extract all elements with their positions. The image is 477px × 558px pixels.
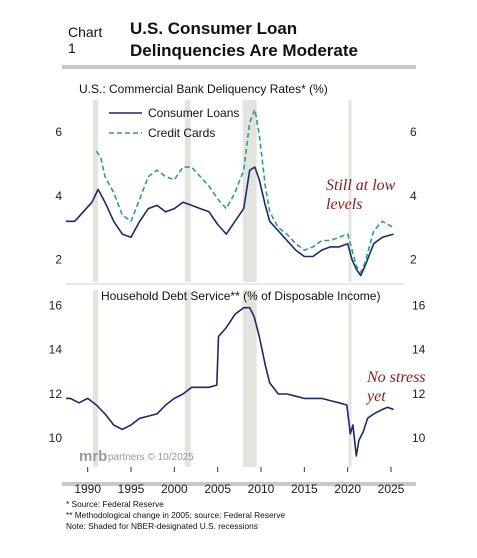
y-tick-right-1-16: 16 [412, 298, 426, 312]
footnote-method: ** Methodological change in 2005; source… [66, 510, 286, 520]
y-tick-left-1-10: 10 [49, 431, 63, 445]
recession-bar-0-1 [184, 100, 191, 282]
y-tick-right-0-4: 4 [410, 189, 417, 203]
footer-rule [62, 482, 416, 486]
legend-label-consumer-loans: Consumer Loans [148, 106, 239, 120]
y-tick-right-1-12: 12 [412, 387, 426, 401]
y-tick-left-0-2: 2 [55, 253, 62, 267]
annotation-1-1: yet [365, 388, 386, 405]
legend-label-credit-cards: Credit Cards [148, 126, 215, 140]
recession-bar-0-3 [348, 100, 352, 282]
watermark-brand: mrb [79, 448, 107, 465]
x-tick-label-2005: 2005 [204, 482, 231, 496]
footnotes: * Source: Federal Reserve ** Methodologi… [66, 499, 285, 532]
series-line-0-0 [66, 166, 394, 277]
recession-bar-1-3 [348, 290, 352, 467]
chart-number-label: Chart 1 [68, 24, 103, 56]
y-tick-left-1-14: 14 [49, 343, 63, 357]
watermark-text: partners © 10/2025 [108, 452, 194, 463]
x-tick-label-2015: 2015 [291, 482, 318, 496]
x-tick-label-2025: 2025 [378, 482, 405, 496]
chart-title-line-2: Delinquencies Are Moderate [130, 41, 358, 60]
y-tick-right-0-2: 2 [410, 253, 417, 267]
series-line-0-1 [95, 108, 394, 274]
panel-title-1: Household Debt Service** (% of Disposabl… [101, 289, 380, 303]
x-tick-label-2000: 2000 [161, 482, 188, 496]
y-tick-right-1-10: 10 [412, 431, 426, 445]
chart-title-line-1: U.S. Consumer Loan [130, 19, 298, 38]
annotation-0-0: Still at low [326, 177, 396, 194]
series-line-1-0 [66, 306, 394, 457]
y-tick-left-1-16: 16 [49, 298, 63, 312]
x-tick-label-2020: 2020 [334, 482, 361, 496]
recession-bar-0-0 [92, 100, 99, 282]
chart-title: U.S. Consumer Loan Delinquencies Are Mod… [130, 18, 430, 62]
annotation-1-0: No stress [366, 369, 426, 386]
recession-bar-1-1 [184, 290, 191, 467]
x-tick-label-1995: 1995 [118, 482, 145, 496]
y-tick-left-0-4: 4 [55, 189, 62, 203]
panel-title-0: U.S.: Commercial Bank Deliquency Rates* … [79, 82, 328, 96]
header-rule [62, 65, 416, 69]
x-tick-label-2010: 2010 [248, 482, 275, 496]
footnote-note: Note: Shaded for NBER-designated U.S. re… [66, 521, 258, 531]
y-tick-left-0-6: 6 [55, 125, 62, 139]
y-tick-left-1-12: 12 [49, 387, 63, 401]
footnote-source: * Source: Federal Reserve [66, 499, 164, 509]
y-tick-right-1-14: 14 [412, 343, 426, 357]
recession-bar-1-2 [242, 290, 257, 467]
annotation-0-1: levels [326, 196, 362, 213]
recession-bar-1-0 [92, 290, 99, 467]
x-tick-label-1990: 1990 [74, 482, 101, 496]
y-tick-right-0-6: 6 [410, 125, 417, 139]
